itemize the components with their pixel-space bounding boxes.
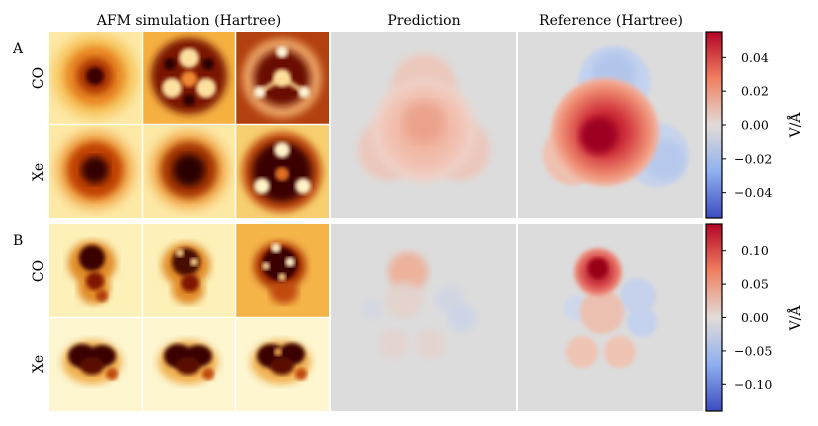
colorbar-a: 0.04 0.02 0.00 −0.02 −0.04 V/Å — [705, 31, 804, 219]
afm-image-a-xe-3 — [236, 125, 329, 218]
row-label-b-co: CO — [31, 260, 47, 282]
panel-b-letter: B — [13, 233, 23, 249]
afm-image-b-xe-1 — [49, 318, 142, 411]
colorbar-b-tick-label: 0.00 — [741, 310, 769, 325]
colorbar-a-tick-label: 0.00 — [741, 118, 769, 133]
afm-image-a-xe-2 — [143, 125, 235, 218]
row-label-b-xe: Xe — [31, 355, 47, 373]
colorbar-a-tick-label: 0.04 — [741, 50, 769, 65]
afm-image-a-xe-1 — [49, 125, 142, 218]
colorbar-b-tick-label: 0.10 — [741, 243, 769, 258]
afm-image-b-co-3 — [236, 224, 329, 317]
header-afm: AFM simulation (Hartree) — [96, 13, 281, 29]
row-label-a-xe: Xe — [31, 163, 47, 181]
colorbar-a-tick-label: 0.02 — [741, 84, 769, 99]
afm-image-a-co-1 — [49, 32, 142, 124]
colorbar-b: 0.10 0.05 0.00 −0.05 −0.10 V/Å — [705, 223, 804, 412]
colorbar-b-tick-label: −0.05 — [734, 343, 772, 358]
afm-image-a-co-2 — [143, 32, 235, 124]
colorbar-b-gradient — [705, 223, 723, 412]
afm-image-b-xe-2 — [143, 318, 235, 411]
colorbar-b-tick-label: 0.05 — [741, 277, 769, 292]
header-reference: Reference (Hartree) — [539, 13, 683, 29]
colorbar-a-ticks: 0.04 0.02 0.00 −0.02 −0.04 — [722, 50, 772, 200]
colorbar-a-tick-label: −0.04 — [734, 185, 772, 200]
colorbar-a-label: V/Å — [786, 112, 804, 139]
header-prediction: Prediction — [387, 13, 460, 29]
afm-image-b-co-1 — [49, 224, 142, 317]
colorbar-a-gradient — [705, 31, 723, 219]
tile-separators — [49, 32, 518, 411]
colorbar-a-tick-label: −0.02 — [734, 151, 772, 166]
afm-image-a-co-3 — [236, 32, 329, 124]
afm-image-b-co-2 — [143, 224, 235, 317]
prediction-map-b — [331, 224, 516, 411]
colorbar-b-tick-label: −0.10 — [734, 377, 772, 392]
reference-map-a — [518, 32, 703, 218]
panel-a-letter: A — [12, 41, 24, 57]
afm-image-b-xe-3 — [236, 318, 329, 411]
colorbar-b-label: V/Å — [786, 305, 804, 332]
prediction-map-a — [331, 32, 516, 218]
reference-map-b — [518, 224, 703, 411]
row-label-a-co: CO — [31, 67, 47, 89]
colorbar-b-ticks: 0.10 0.05 0.00 −0.05 −0.10 — [722, 243, 772, 392]
